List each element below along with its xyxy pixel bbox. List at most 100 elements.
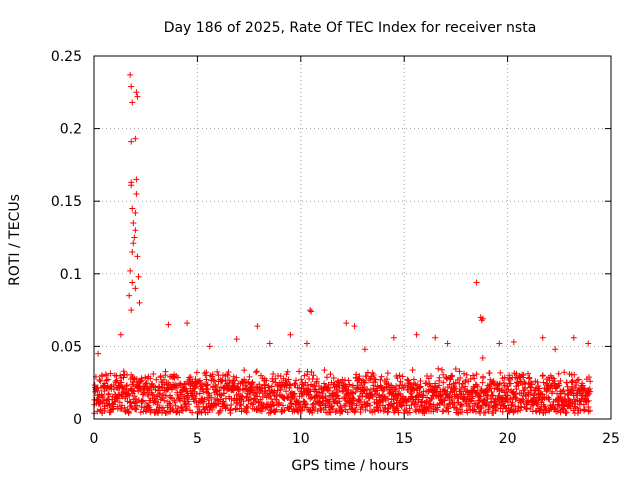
data-point: [254, 323, 261, 330]
data-point: [500, 379, 507, 386]
data-point: [269, 401, 276, 408]
data-point: [117, 331, 124, 338]
data-point: [469, 372, 476, 379]
data-point: [453, 405, 460, 412]
data-point: [249, 379, 256, 386]
data-point: [385, 381, 392, 388]
data-point: [499, 408, 506, 415]
data-point: [569, 377, 576, 384]
y-axis-ticks: 0 0.05 0.1 0.15 0.2 0.25: [51, 49, 611, 428]
data-point: [394, 403, 401, 410]
data-point: [162, 372, 169, 379]
data-point: [211, 377, 218, 384]
data-point: [501, 374, 508, 381]
data-point: [174, 374, 181, 381]
data-point: [314, 408, 321, 415]
data-point: [479, 373, 486, 380]
data-point: [408, 390, 415, 397]
data-point: [150, 370, 157, 377]
data-point: [507, 380, 514, 387]
data-point: [246, 373, 253, 380]
data-point: [130, 219, 137, 226]
data-point: [404, 376, 411, 383]
data-point: [351, 323, 358, 330]
data-point: [246, 391, 253, 398]
data-point: [126, 392, 133, 399]
y-tick-label: 0: [73, 412, 82, 428]
data-point: [488, 389, 495, 396]
data-point: [370, 382, 377, 389]
data-point: [353, 371, 360, 378]
data-point: [101, 405, 108, 412]
data-point: [533, 400, 540, 407]
data-point: [203, 382, 210, 389]
data-point: [497, 369, 504, 376]
data-point: [115, 395, 122, 402]
data-point: [325, 396, 332, 403]
data-point: [507, 395, 514, 402]
data-point: [470, 407, 477, 414]
data-point: [572, 384, 579, 391]
data-point: [406, 409, 413, 416]
data-point: [256, 381, 263, 388]
data-point: [361, 346, 368, 353]
data-point: [283, 388, 290, 395]
data-point: [533, 408, 540, 415]
data-point: [125, 409, 132, 416]
data-point: [505, 376, 512, 383]
data-point: [360, 379, 367, 386]
data-point: [132, 405, 139, 412]
data-point: [94, 408, 101, 415]
data-point: [539, 372, 546, 379]
data-point: [393, 383, 400, 390]
data-point: [465, 378, 472, 385]
data-point: [171, 399, 178, 406]
data-point: [549, 388, 556, 395]
data-point: [515, 382, 522, 389]
data-point: [332, 409, 339, 416]
data-point: [555, 370, 562, 377]
data-point: [273, 396, 280, 403]
data-point: [478, 404, 485, 411]
data-point: [423, 398, 430, 405]
data-point: [339, 376, 346, 383]
x-axis-label: GPS time / hours: [291, 458, 408, 474]
data-point: [432, 380, 439, 387]
data-point: [132, 135, 139, 142]
data-point: [334, 389, 341, 396]
data-point: [389, 390, 396, 397]
data-point: [133, 406, 140, 413]
data-point: [297, 406, 304, 413]
data-point: [551, 405, 558, 412]
data-point: [185, 398, 192, 405]
data-point: [348, 406, 355, 413]
data-point: [395, 390, 402, 397]
data-point: [329, 405, 336, 412]
data-point: [518, 404, 525, 411]
data-point: [253, 368, 260, 375]
data-point: [110, 401, 117, 408]
data-point: [333, 399, 340, 406]
data-point: [95, 350, 102, 357]
data-point: [122, 395, 129, 402]
data-point: [227, 406, 234, 413]
data-point: [291, 380, 298, 387]
data-point: [363, 373, 370, 380]
data-point: [505, 386, 512, 393]
data-point: [185, 401, 192, 408]
data-point: [142, 374, 149, 381]
data-point: [209, 371, 216, 378]
data-point: [345, 377, 352, 384]
data-point: [105, 390, 112, 397]
data-point: [539, 334, 546, 341]
data-point: [384, 370, 391, 377]
y-tick-label: 0.15: [51, 194, 82, 210]
data-point: [586, 407, 593, 414]
data-point: [587, 388, 594, 395]
data-point: [228, 401, 235, 408]
data-point: [178, 391, 185, 398]
data-point: [486, 370, 493, 377]
data-point: [378, 373, 385, 380]
data-point: [459, 402, 466, 409]
data-point: [527, 391, 534, 398]
